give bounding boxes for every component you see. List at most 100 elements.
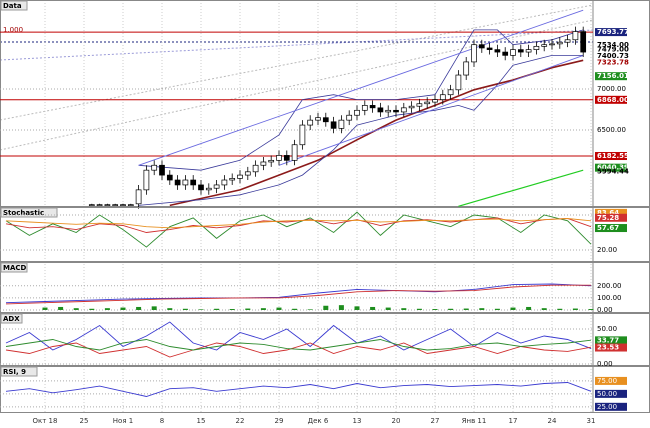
- candle-body: [549, 43, 555, 46]
- marker-label: 7693.77: [597, 28, 629, 36]
- candle-body: [151, 164, 158, 171]
- y-tick-label: 50.00: [597, 325, 617, 333]
- x-tick-label: 24: [548, 417, 557, 425]
- histogram-bar: [541, 308, 547, 310]
- candle-body: [315, 117, 321, 121]
- x-tick-label: Ноя 1: [113, 417, 133, 425]
- candle-body: [283, 155, 290, 161]
- histogram-bar: [292, 308, 298, 310]
- histogram-bar: [136, 306, 142, 310]
- marker-label: 5994.44: [597, 167, 629, 175]
- candle-body: [455, 74, 462, 91]
- candle-body: [463, 61, 470, 76]
- y-tick-label: 50.00: [597, 390, 617, 398]
- histogram-bar: [182, 308, 188, 310]
- marker-label: 7400.73: [597, 52, 629, 60]
- candle-body: [159, 164, 165, 176]
- marker-bg: [595, 95, 627, 104]
- marker-label: 6182.55: [597, 152, 629, 160]
- tick-bg: [595, 402, 627, 411]
- candle-body: [510, 49, 516, 56]
- candle-body: [471, 44, 477, 63]
- tick-bg: [595, 376, 627, 385]
- histogram-bar: [526, 306, 532, 310]
- marker-bg: [595, 336, 627, 345]
- marker-label: 75.28: [597, 214, 619, 222]
- marker-label: 6868.00: [597, 96, 629, 104]
- histogram-bar: [370, 306, 376, 310]
- candle-body: [447, 89, 454, 96]
- series-line: [5, 339, 592, 351]
- y-tick-label: 200.00: [597, 282, 622, 290]
- histogram-bar: [463, 308, 469, 310]
- marker-bg: [595, 343, 627, 352]
- series-line: [5, 218, 592, 229]
- candle-body: [377, 107, 384, 113]
- candle-body: [346, 114, 353, 121]
- candle-body: [268, 159, 275, 163]
- y-tick-label: 20.00: [597, 246, 617, 254]
- marker-bg: [595, 224, 627, 233]
- x-tick-label: 22: [236, 417, 245, 425]
- marker-label: 7323.78: [597, 58, 629, 66]
- marker-label: 7156.01: [597, 72, 629, 80]
- candle-body: [213, 184, 220, 189]
- left-label: 1.000: [3, 26, 23, 34]
- candle-body: [541, 44, 548, 47]
- candle-body: [96, 204, 103, 206]
- histogram-bar: [588, 309, 594, 310]
- candle-body: [361, 105, 368, 111]
- candle-body: [369, 105, 376, 109]
- histogram-bar: [42, 307, 48, 310]
- pane-title: RSI, 9: [3, 368, 26, 376]
- histogram-bar: [167, 308, 173, 310]
- marker-label: 57.67: [597, 224, 619, 232]
- x-tick-label: 8: [160, 417, 164, 425]
- candle-body: [120, 204, 126, 206]
- fan-line: [0, 4, 594, 121]
- histogram-bar: [448, 308, 454, 310]
- marker-bg: [595, 208, 627, 217]
- candle-body: [393, 109, 399, 113]
- x-tick-label: 17: [509, 417, 518, 425]
- histogram-bar: [385, 307, 391, 310]
- histogram-bar: [416, 308, 422, 310]
- series-line: [5, 321, 592, 351]
- histogram-bar: [432, 309, 438, 310]
- candle-body: [307, 119, 314, 126]
- pane-title: MACD: [3, 264, 27, 272]
- candle-body: [494, 49, 501, 53]
- x-tick-label: 27: [431, 417, 440, 425]
- y-tick-label: 0.00: [597, 306, 613, 314]
- histogram-bar: [307, 309, 313, 310]
- candle-body: [166, 174, 173, 181]
- histogram-bar: [479, 308, 485, 310]
- histogram-bar: [89, 308, 95, 310]
- marker-label: 23.53: [597, 344, 619, 352]
- pane-title-box: [0, 0, 28, 11]
- x-tick-label: Дек 6: [308, 417, 329, 425]
- pane-title-box: [0, 313, 23, 324]
- histogram-bar: [151, 306, 157, 310]
- marker-label: 6040.39: [597, 164, 629, 172]
- candle-body: [291, 144, 298, 161]
- histogram-bar: [557, 308, 563, 310]
- candle-body: [330, 121, 337, 129]
- marker-bg: [595, 213, 627, 222]
- series-line: [5, 382, 592, 397]
- candle-body: [525, 49, 532, 53]
- histogram-bar: [198, 309, 204, 310]
- candle-body: [338, 119, 345, 129]
- histogram-bar: [494, 308, 500, 310]
- candle-body: [424, 101, 431, 105]
- histogram-bar: [323, 305, 329, 310]
- candle-body: [260, 161, 267, 166]
- candle-body: [143, 169, 150, 191]
- marker-label: 33.77: [597, 336, 619, 344]
- marker-bg: [595, 28, 627, 37]
- histogram-bar: [401, 308, 407, 310]
- candle-body: [229, 178, 236, 181]
- candle-body: [556, 41, 563, 45]
- candle-body: [533, 45, 540, 50]
- candle-body: [88, 204, 95, 206]
